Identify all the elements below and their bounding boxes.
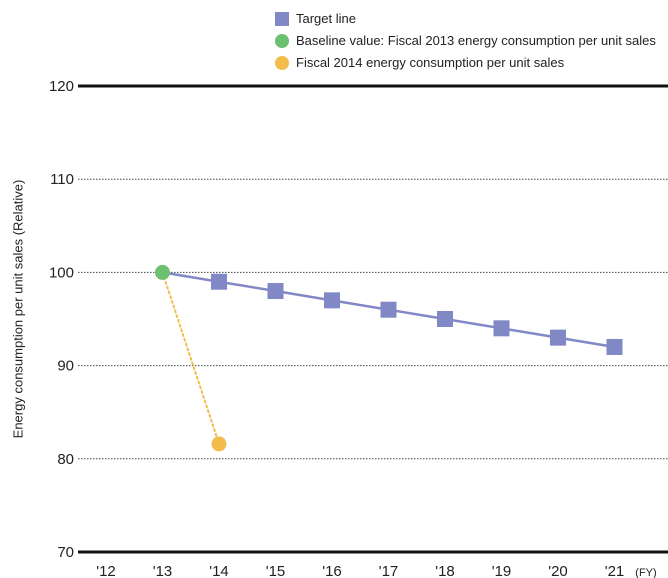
y-tick-label: 110 (50, 171, 74, 188)
fiscal-2014-point-marker (211, 436, 227, 452)
x-tick-label: '13 (153, 563, 173, 578)
circle-marker-icon (275, 56, 289, 70)
x-tick-label: '16 (322, 563, 342, 578)
target-point-marker (606, 338, 623, 355)
target-point-marker (324, 292, 340, 309)
y-tick-label: 70 (57, 544, 74, 561)
target-point-marker (380, 301, 397, 318)
y-tick-label: 100 (49, 264, 74, 281)
legend-label: Baseline value: Fiscal 2013 energy consu… (296, 33, 656, 48)
target-point-marker (211, 273, 227, 290)
series-line-fiscal-2014 (161, 271, 220, 445)
y-tick-label: 80 (57, 451, 74, 468)
x-tick-label: '21 (605, 563, 625, 578)
legend-label: Fiscal 2014 energy consumption per unit … (296, 55, 565, 70)
x-tick-label: '15 (266, 563, 286, 578)
x-tick-label: '20 (548, 563, 568, 578)
y-tick-label: 120 (49, 78, 74, 95)
x-tick-label: '17 (379, 563, 399, 578)
baseline-point-marker (155, 264, 170, 280)
legend-item-target-line: Target line (275, 8, 656, 30)
legend-label: Target line (296, 11, 356, 26)
x-tick-label: '18 (435, 563, 455, 578)
target-point-marker (493, 320, 510, 337)
target-point-marker (550, 329, 566, 346)
square-marker-icon (275, 12, 289, 26)
legend-item-baseline: Baseline value: Fiscal 2013 energy consu… (275, 30, 656, 52)
x-tick-label: '19 (492, 563, 512, 578)
y-tick-label: 90 (57, 358, 74, 375)
x-axis-unit: (FY) (635, 567, 656, 578)
circle-marker-icon (275, 34, 289, 48)
legend-item-fiscal-2014: Fiscal 2014 energy consumption per unit … (275, 52, 656, 74)
x-tick-label: '14 (209, 563, 229, 578)
legend: Target line Baseline value: Fiscal 2013 … (275, 8, 656, 74)
target-point-marker (267, 283, 284, 300)
target-point-marker (437, 311, 453, 327)
x-tick-label: '12 (96, 563, 116, 578)
